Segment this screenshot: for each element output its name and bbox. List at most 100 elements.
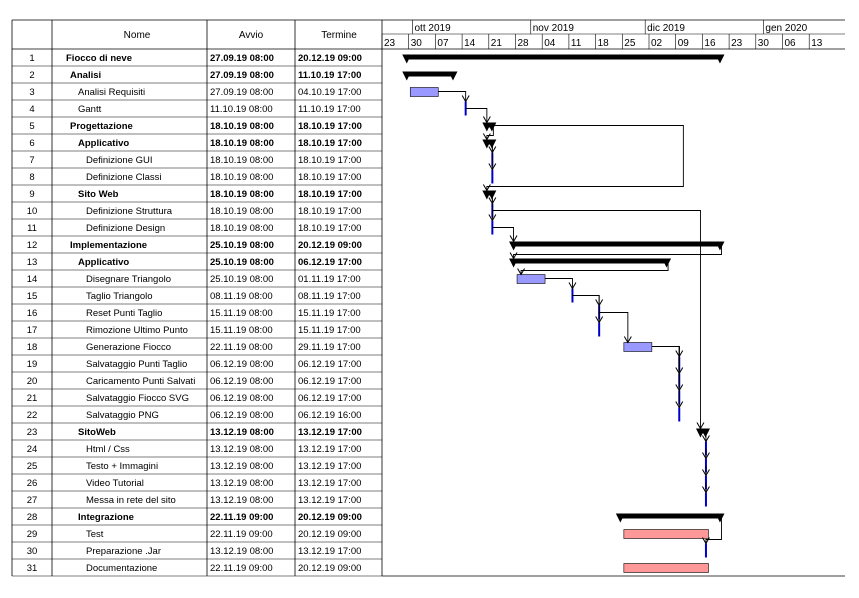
task-name: SitoWeb bbox=[78, 427, 116, 438]
dependency-line bbox=[572, 295, 600, 306]
row-number: 22 bbox=[27, 410, 38, 421]
row-number: 29 bbox=[27, 529, 38, 540]
task-name: Progettazione bbox=[70, 121, 133, 132]
dependency-arrowhead bbox=[482, 184, 491, 192]
summary-bar bbox=[618, 513, 722, 519]
dependency-arrowhead bbox=[509, 252, 518, 260]
task-start: 06.12.19 08:00 bbox=[210, 376, 273, 387]
task-end: 04.10.19 17:00 bbox=[298, 87, 361, 98]
dependency-line bbox=[651, 346, 680, 357]
task-start: 18.10.19 08:00 bbox=[210, 172, 273, 183]
week-label: 21 bbox=[491, 38, 503, 49]
task-start: 13.12.19 08:00 bbox=[210, 444, 273, 455]
row-number: 16 bbox=[27, 308, 38, 319]
task-name: Sito Web bbox=[78, 189, 119, 200]
task-name: Definizione Struttura bbox=[86, 206, 173, 217]
month-label: gen 2020 bbox=[765, 23, 807, 34]
header-start: Avvio bbox=[239, 30, 264, 41]
task-end: 13.12.19 17:00 bbox=[298, 495, 361, 506]
row-number: 6 bbox=[29, 138, 34, 149]
summary-cap-left bbox=[509, 241, 519, 251]
task-end: 18.10.19 17:00 bbox=[298, 155, 361, 166]
task-name: Messa in rete del sito bbox=[86, 495, 176, 506]
task-start: 18.10.19 08:00 bbox=[210, 121, 274, 132]
task-start: 13.12.19 08:00 bbox=[210, 461, 273, 472]
summary-bar bbox=[405, 71, 455, 77]
task-end: 01.11.19 17:00 bbox=[298, 274, 361, 285]
summary-cap-right bbox=[448, 71, 458, 81]
row-number: 24 bbox=[27, 444, 38, 455]
summary-cap-left bbox=[509, 258, 519, 268]
task-end: 06.12.19 17:00 bbox=[298, 393, 361, 404]
dependency-line bbox=[651, 346, 680, 391]
week-label: 18 bbox=[598, 38, 610, 49]
dependency-line bbox=[486, 125, 494, 140]
row-number: 7 bbox=[29, 155, 34, 166]
task-name: Analisi bbox=[70, 70, 101, 81]
task-name: Generazione Fiocco bbox=[86, 342, 171, 353]
dependency-line bbox=[651, 346, 680, 374]
week-label: 16 bbox=[704, 38, 716, 49]
week-label: 28 bbox=[518, 38, 530, 49]
task-name: Test bbox=[86, 529, 104, 540]
task-end: 06.12.19 17:00 bbox=[298, 359, 361, 370]
task-end: 13.12.19 17:00 bbox=[298, 444, 361, 455]
task-end: 06.12.19 16:00 bbox=[298, 410, 361, 421]
dependency-line bbox=[486, 125, 684, 191]
task-name: Analisi Requisiti bbox=[78, 87, 145, 98]
month-label: nov 2019 bbox=[533, 23, 575, 34]
task-start: 13.12.19 08:00 bbox=[210, 495, 273, 506]
dependency-arrowhead bbox=[702, 452, 710, 460]
task-start: 25.10.19 08:00 bbox=[210, 274, 273, 285]
task-bar bbox=[516, 274, 546, 284]
task-name: Testo + Immagini bbox=[86, 461, 158, 472]
dependency-line bbox=[492, 227, 515, 242]
dependency-line bbox=[513, 244, 722, 259]
row-number: 27 bbox=[27, 495, 38, 506]
task-end: 18.10.19 17:00 bbox=[298, 223, 361, 234]
week-label: 04 bbox=[544, 38, 556, 49]
month-label: ott 2019 bbox=[415, 23, 452, 34]
task-name: Implementazione bbox=[70, 240, 147, 251]
week-label: 23 bbox=[731, 38, 743, 49]
task-start: 27.09.19 08:00 bbox=[210, 53, 274, 64]
task-end: 15.11.19 17:00 bbox=[298, 325, 361, 336]
task-bar bbox=[409, 87, 439, 97]
summary-bar bbox=[512, 241, 722, 247]
task-start: 25.10.19 08:00 bbox=[210, 257, 274, 268]
row-number: 1 bbox=[29, 53, 34, 64]
task-name: Definizione Classi bbox=[86, 172, 162, 183]
week-label: 30 bbox=[411, 38, 423, 49]
summary-cap-right bbox=[662, 258, 672, 268]
task-end: 06.12.19 17:00 bbox=[298, 257, 362, 268]
task-end: 18.10.19 17:00 bbox=[298, 189, 362, 200]
summary-cap-right bbox=[487, 139, 497, 149]
task-end: 15.11.19 17:00 bbox=[298, 308, 361, 319]
task-end: 11.10.19 17:00 bbox=[298, 104, 361, 115]
task-start: 08.11.19 08:00 bbox=[210, 291, 273, 302]
task-start: 15.11.19 08:00 bbox=[210, 308, 273, 319]
week-label: 06 bbox=[785, 38, 797, 49]
dependency-arrowhead bbox=[482, 133, 491, 141]
task-end: 18.10.19 17:00 bbox=[298, 121, 362, 132]
task-end: 06.12.19 17:00 bbox=[298, 376, 361, 387]
task-end: 20.12.19 09:00 bbox=[298, 529, 361, 540]
task-name: Reset Punti Taglio bbox=[86, 308, 162, 319]
task-start: 18.10.19 08:00 bbox=[210, 189, 274, 200]
dependency-line bbox=[599, 312, 629, 343]
task-end: 13.12.19 17:00 bbox=[298, 546, 361, 557]
task-end: 20.12.19 09:00 bbox=[298, 563, 361, 574]
summary-cap-left bbox=[402, 71, 412, 81]
task-name: Documentazione bbox=[86, 563, 157, 574]
row-number: 13 bbox=[27, 257, 38, 268]
dependency-line bbox=[491, 193, 494, 221]
task-end: 13.12.19 17:00 bbox=[298, 427, 362, 438]
task-name: Caricamento Punti Salvati bbox=[86, 376, 195, 387]
task-name: Salvataggio PNG bbox=[86, 410, 159, 421]
row-number: 30 bbox=[27, 546, 38, 557]
dependency-arrowhead bbox=[517, 268, 525, 276]
task-bar-red bbox=[623, 529, 709, 539]
dependency-line bbox=[545, 278, 573, 289]
dependency-arrowhead bbox=[702, 469, 710, 477]
week-label: 30 bbox=[758, 38, 770, 49]
